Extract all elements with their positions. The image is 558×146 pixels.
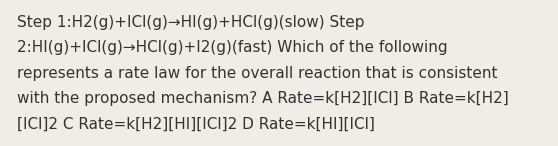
Text: [ICl]2 C Rate=k[H2][HI][ICl]2 D Rate=k[HI][ICl]: [ICl]2 C Rate=k[H2][HI][ICl]2 D Rate=k[H… xyxy=(17,117,374,132)
Text: Step 1:H2(g)+ICl(g)→HI(g)+HCl(g)(slow) Step: Step 1:H2(g)+ICl(g)→HI(g)+HCl(g)(slow) S… xyxy=(17,15,364,30)
Text: 2:HI(g)+ICl(g)→HCl(g)+I2(g)(fast) Which of the following: 2:HI(g)+ICl(g)→HCl(g)+I2(g)(fast) Which … xyxy=(17,40,448,55)
Text: with the proposed mechanism? A Rate=k[H2][ICl] B Rate=k[H2]: with the proposed mechanism? A Rate=k[H2… xyxy=(17,91,508,106)
Text: represents a rate law for the overall reaction that is consistent: represents a rate law for the overall re… xyxy=(17,66,497,81)
